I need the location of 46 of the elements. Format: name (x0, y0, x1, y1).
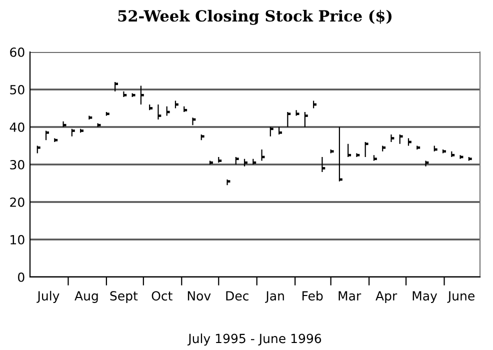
y-tick-label: 40 (10, 122, 24, 132)
point (348, 154, 352, 156)
point (132, 94, 136, 96)
x-tick-label: Mar (338, 291, 362, 301)
point (124, 94, 127, 96)
point (417, 146, 420, 149)
y-tick-label: 10 (10, 234, 24, 244)
point (356, 154, 360, 156)
point (98, 124, 101, 126)
point (244, 161, 248, 164)
point (253, 161, 256, 164)
x-tick-label: Jan (265, 291, 284, 303)
chart-title: 52-Week Closing Stock Price ($) (118, 10, 392, 25)
y-tick-label: 20 (10, 197, 24, 207)
point (400, 135, 403, 138)
y-tick-label: 50 (10, 84, 24, 94)
x-tick-label: Feb (302, 290, 323, 301)
y-tick-label: 30 (10, 160, 24, 170)
point (330, 150, 334, 153)
point (54, 138, 58, 142)
y-tick-label: 0 (18, 272, 24, 282)
x-tick-label: Apr (376, 291, 398, 303)
point (184, 108, 188, 112)
point (365, 142, 368, 146)
point (288, 112, 291, 116)
point (89, 116, 92, 119)
point (452, 154, 455, 156)
x-tick-label: Dec (226, 291, 248, 301)
x-tick-label: Sept (110, 291, 138, 303)
point (236, 158, 239, 160)
x-tick-label: Oct (152, 291, 172, 301)
point (201, 135, 204, 138)
x-tick-label: Aug (74, 291, 98, 303)
point (37, 146, 40, 149)
y-tick-label: 60 (10, 47, 24, 57)
x-tick-label: June (447, 291, 474, 303)
point (279, 131, 282, 134)
x-tick-label: May (412, 291, 438, 303)
x-tick-label: July (36, 290, 60, 303)
point (270, 128, 274, 130)
x-tick-label: Nov (188, 291, 211, 301)
point (115, 82, 118, 86)
point (382, 146, 386, 149)
point (468, 158, 472, 160)
point (46, 131, 49, 134)
x-axis-title: July 1995 - June 1996 (187, 334, 322, 346)
